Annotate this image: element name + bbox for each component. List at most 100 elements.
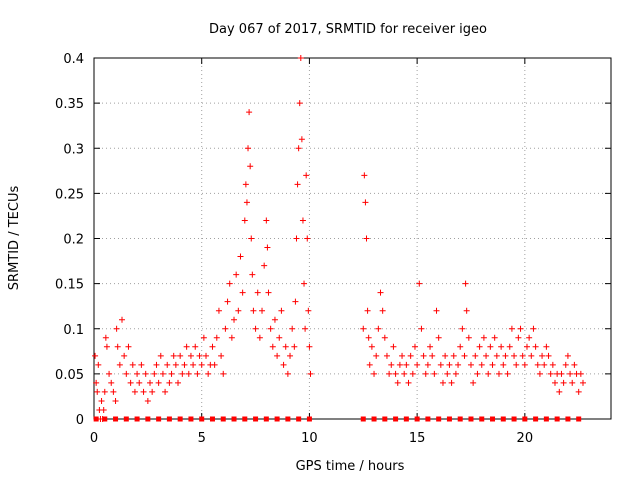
y-tick-label: 0.3 xyxy=(63,142,84,157)
data-point xyxy=(363,235,370,242)
data-point xyxy=(121,352,128,359)
data-point xyxy=(493,352,500,359)
data-point xyxy=(571,361,578,368)
data-point xyxy=(175,379,182,386)
data-point xyxy=(203,352,210,359)
data-point xyxy=(94,388,101,395)
baseline-marker xyxy=(113,416,119,422)
data-point xyxy=(579,379,586,386)
data-point xyxy=(147,379,154,386)
data-point xyxy=(114,343,121,350)
data-point xyxy=(164,361,171,368)
data-point xyxy=(394,379,401,386)
baseline-marker xyxy=(242,416,248,422)
data-point xyxy=(365,334,372,341)
data-point xyxy=(119,316,126,323)
baseline-marker xyxy=(425,416,431,422)
data-point xyxy=(294,181,301,188)
data-point xyxy=(437,361,444,368)
data-points xyxy=(92,55,586,422)
data-point xyxy=(144,397,151,404)
data-point xyxy=(98,397,105,404)
baseline-marker xyxy=(436,416,442,422)
data-point xyxy=(491,334,498,341)
data-point xyxy=(519,352,526,359)
y-tick-label: 0.25 xyxy=(55,187,84,202)
data-point xyxy=(282,343,289,350)
data-point xyxy=(168,370,175,377)
data-point xyxy=(511,352,518,359)
data-point xyxy=(487,343,494,350)
data-point xyxy=(442,352,449,359)
data-point xyxy=(101,388,108,395)
baseline-marker xyxy=(522,416,528,422)
data-point xyxy=(567,370,574,377)
data-point xyxy=(215,307,222,314)
data-point xyxy=(242,181,249,188)
data-point xyxy=(361,172,368,179)
baseline-marker xyxy=(414,416,420,422)
baseline-marker xyxy=(231,416,237,422)
data-point xyxy=(575,388,582,395)
data-point xyxy=(159,370,166,377)
baseline-marker xyxy=(188,416,194,422)
data-point xyxy=(470,379,477,386)
baseline-marker xyxy=(393,416,399,422)
baseline-marker xyxy=(296,416,302,422)
data-point xyxy=(517,325,524,332)
baseline-marker xyxy=(479,416,485,422)
baseline-marker xyxy=(446,416,452,422)
data-point xyxy=(297,55,304,61)
y-tick-label: 0.4 xyxy=(63,52,84,67)
data-point xyxy=(307,370,314,377)
data-point xyxy=(562,361,569,368)
data-point xyxy=(211,361,218,368)
x-tick-label: 15 xyxy=(409,431,426,446)
data-point xyxy=(483,352,490,359)
data-point xyxy=(241,217,248,224)
data-point xyxy=(261,262,268,269)
data-point xyxy=(502,352,509,359)
data-point xyxy=(213,334,220,341)
data-point xyxy=(392,370,399,377)
data-point xyxy=(532,343,539,350)
baseline-marker xyxy=(468,416,474,422)
data-point xyxy=(373,352,380,359)
data-point xyxy=(129,361,136,368)
baseline-marker xyxy=(490,416,496,422)
data-point xyxy=(560,379,567,386)
data-point xyxy=(506,343,513,350)
baseline-marker xyxy=(177,416,183,422)
data-point xyxy=(140,388,147,395)
x-tick-label: 5 xyxy=(198,431,206,446)
data-point xyxy=(102,334,109,341)
baseline-marker xyxy=(306,416,312,422)
data-point xyxy=(500,361,507,368)
data-point xyxy=(218,352,225,359)
data-point xyxy=(162,388,169,395)
data-point xyxy=(416,280,423,287)
data-point xyxy=(134,370,141,377)
data-point xyxy=(549,361,556,368)
data-point xyxy=(123,370,130,377)
data-point xyxy=(396,361,403,368)
data-point xyxy=(177,352,184,359)
data-point xyxy=(187,352,194,359)
data-point xyxy=(504,370,511,377)
data-point xyxy=(545,352,552,359)
baseline-marker xyxy=(500,416,506,422)
baseline-marker xyxy=(123,416,129,422)
data-point xyxy=(474,370,481,377)
data-point xyxy=(513,361,520,368)
data-point xyxy=(181,361,188,368)
data-point xyxy=(267,325,274,332)
baseline-marker xyxy=(263,416,269,422)
data-point xyxy=(103,343,110,350)
data-point xyxy=(472,352,479,359)
data-point xyxy=(235,307,242,314)
data-point xyxy=(381,334,388,341)
data-point xyxy=(465,334,472,341)
data-point xyxy=(306,343,313,350)
data-point xyxy=(485,370,492,377)
baseline-marker xyxy=(156,416,162,422)
